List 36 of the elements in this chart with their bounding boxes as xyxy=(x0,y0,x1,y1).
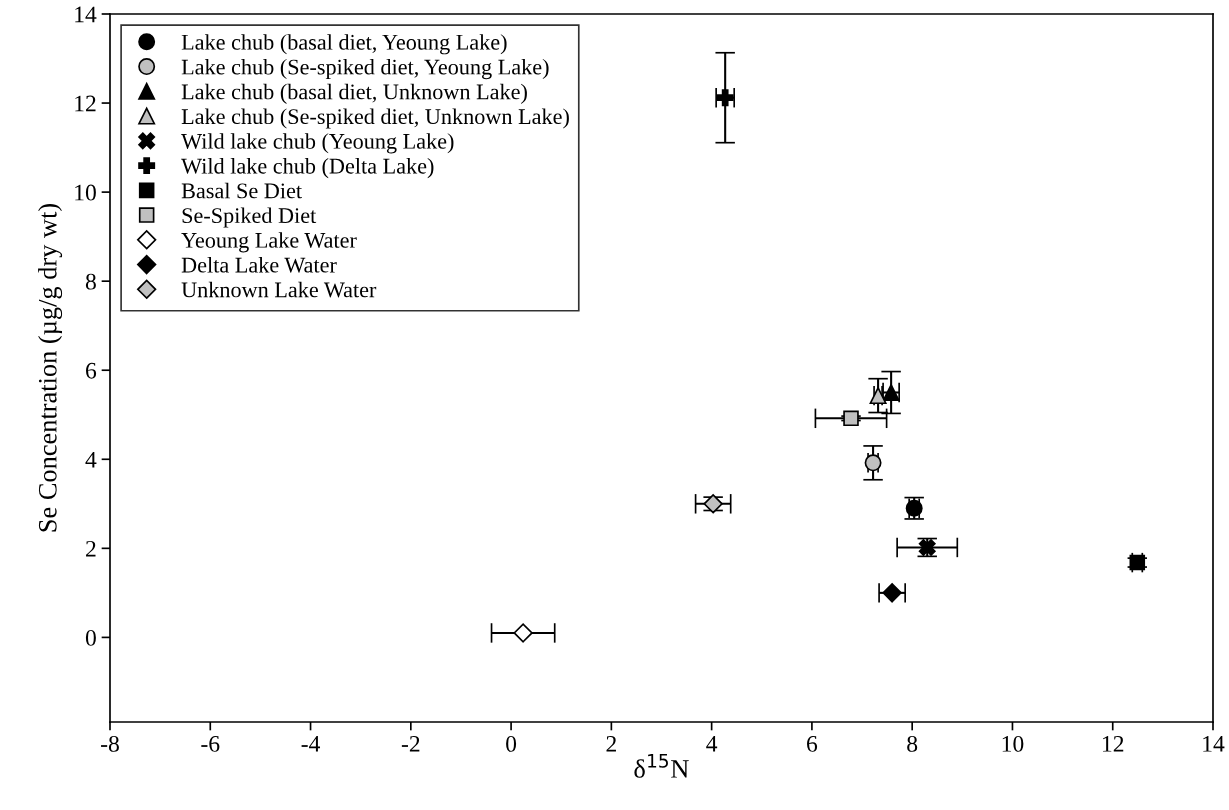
y-tick-label: 4 xyxy=(85,451,97,468)
point xyxy=(843,410,859,427)
legend-label: Delta Lake Water xyxy=(181,256,337,273)
x-tick-label: 0 xyxy=(506,735,517,752)
y-axis-title: Se Concentration (µg/g dry wt) xyxy=(38,203,63,532)
legend-label: Wild lake chub (Yeoung Lake) xyxy=(181,133,454,154)
x-tick-label: 12 xyxy=(1103,735,1124,752)
x-tick-label: -8 xyxy=(101,735,119,752)
x-tick-label: -4 xyxy=(301,736,321,752)
legend-label: Lake chub (Se-spiked diet, Unknown Lake) xyxy=(181,108,569,129)
legend-label: Lake chub (basal diet, Yeoung Lake) xyxy=(181,34,507,55)
legend-label: Se-Spiked Diet xyxy=(182,207,317,228)
x-tick-label: 10 xyxy=(1002,735,1024,752)
legend-label: Basal Se Diet xyxy=(181,182,302,199)
x-tick-label: 8 xyxy=(907,735,918,752)
point xyxy=(513,623,533,643)
y-tick-label: 6 xyxy=(86,362,97,379)
x-tick-label: 2 xyxy=(606,735,616,752)
x-axis-title: δ$^{15}$N xyxy=(634,754,689,778)
legend-label: Unknown Lake Water xyxy=(181,281,377,298)
y-tick-label: 10 xyxy=(75,184,96,201)
legend-label: Wild lake chub (Delta Lake) xyxy=(181,157,434,179)
y-tick-label: 2 xyxy=(86,540,96,557)
x-tick-label: -2 xyxy=(401,735,420,752)
legend-label: Lake chub (basal diet, Unknown Lake) xyxy=(181,83,527,104)
y-tick-label: 8 xyxy=(85,273,96,290)
y-tick-label: 14 xyxy=(75,6,97,23)
y-tick-label: 0 xyxy=(85,629,96,646)
x-tick-label: 6 xyxy=(807,735,818,752)
x-tick-label: 14 xyxy=(1203,735,1225,752)
x-tick-label: -6 xyxy=(201,735,220,752)
legend-label: Yeoung Lake Water xyxy=(181,232,357,253)
x-tick-label: 4 xyxy=(706,736,718,752)
y-tick-label: 12 xyxy=(75,95,96,112)
point xyxy=(882,583,902,603)
legend-label: Lake chub (Se-spiked diet, Yeoung Lake) xyxy=(181,58,549,80)
